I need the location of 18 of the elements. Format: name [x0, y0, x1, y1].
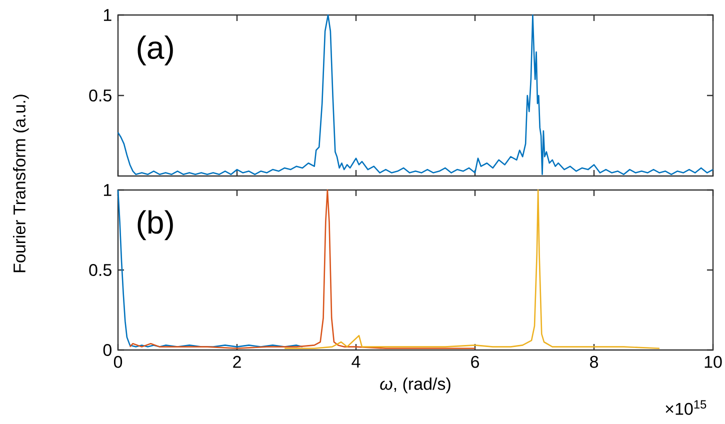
y-tick-label: 0 [103, 344, 112, 356]
y-tick-label: 0.5 [89, 89, 112, 102]
x-tick-label: 6 [471, 356, 479, 368]
x-tick-label: 4 [352, 356, 360, 368]
y-tick-label: 0.5 [89, 264, 112, 276]
x-tick-label: 8 [590, 356, 598, 368]
annotation: (b) [138, 210, 173, 240]
y-tick-label: 1 [104, 184, 112, 196]
y-axis-title: Fourier Transform (a.u.) [13, 94, 29, 272]
x-tick-label: 0 [114, 356, 122, 368]
x-axis-title: ω, (rad/s) [380, 377, 450, 394]
text: ×10$^{15}$ [666, 400, 706, 415]
line-series [117, 189, 304, 348]
annotation: (a) [138, 36, 173, 66]
x-tick-label: 10 [704, 356, 722, 368]
line-series [117, 14, 714, 176]
y-tick-label: 1 [104, 9, 112, 21]
x-tick-label: 2 [233, 356, 241, 368]
